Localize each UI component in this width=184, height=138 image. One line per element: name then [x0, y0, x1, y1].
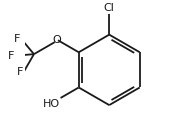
Text: HO: HO: [43, 99, 60, 109]
Text: F: F: [7, 51, 14, 61]
Text: F: F: [14, 34, 21, 44]
Text: Cl: Cl: [104, 3, 115, 13]
Text: O: O: [53, 35, 62, 45]
Text: F: F: [17, 67, 24, 77]
